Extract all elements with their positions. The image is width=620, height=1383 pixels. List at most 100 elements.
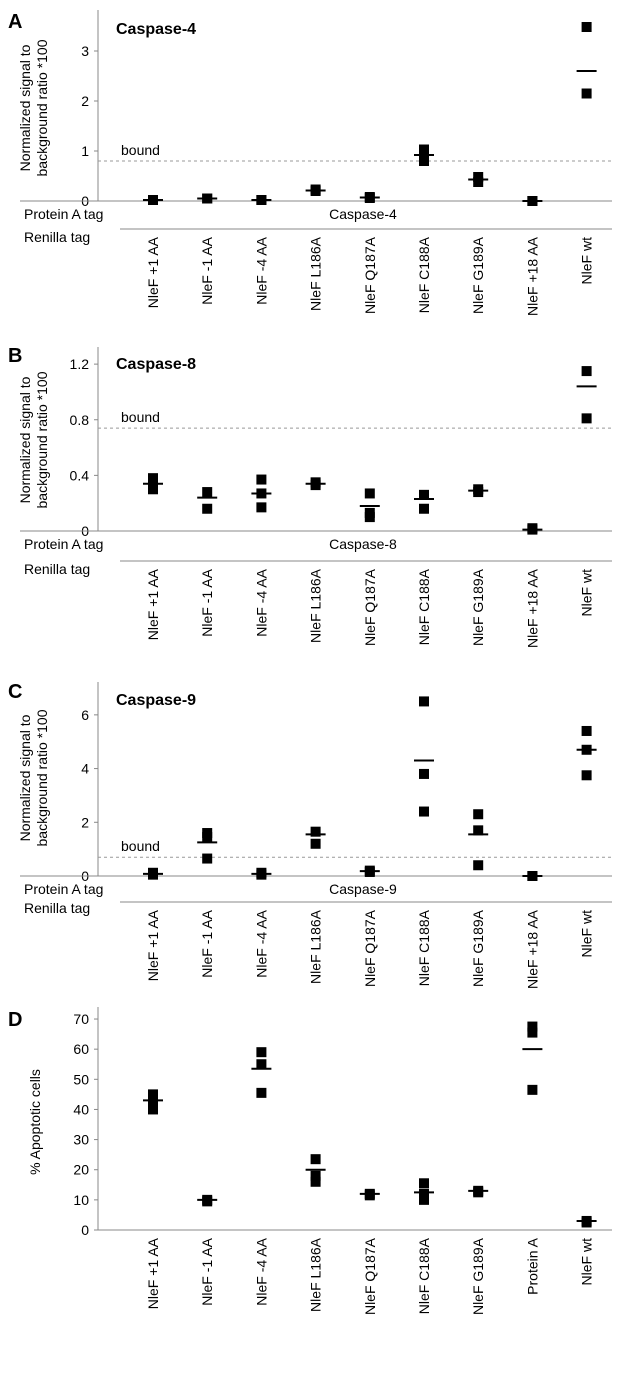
panel-letter: A (8, 11, 22, 33)
category-label: NleF C188A (416, 568, 432, 645)
category-label: NleF G189A (470, 909, 486, 987)
y-tick-label: 0.8 (70, 412, 90, 428)
category-label: NleF Q187A (362, 1237, 378, 1315)
panel-d: D 0 10 20 30 40 50 60 70 % Apoptotic cells NleF +1… (8, 1007, 612, 1315)
data-point (256, 1047, 267, 1058)
category-label: NleF -1 AA (199, 236, 215, 304)
category-label: NleF +18 AA (524, 236, 540, 316)
data-point (581, 22, 592, 32)
category-label: NleF wt (579, 910, 595, 958)
category-label: NleF C188A (416, 236, 432, 313)
y-axis-label-line: Normalized signal to (17, 376, 33, 503)
y-tick-label: 0 (81, 1222, 89, 1238)
data-point (419, 489, 429, 500)
data-point (419, 144, 429, 155)
protein-a-group-label: Caspase-8 (329, 536, 397, 552)
data-point (148, 1104, 158, 1115)
category-label: NleF L186A (308, 568, 324, 643)
y-tick-label: 1.2 (70, 356, 90, 372)
category-label: NleF G189A (470, 1237, 486, 1315)
data-point (473, 809, 484, 820)
category-label: NleF G189A (470, 236, 486, 314)
category-label: NleF -1 AA (199, 909, 215, 977)
y-axis-label: Normalized signal tobackground ratio *10… (17, 371, 50, 508)
protein-a-group-label: Caspase-4 (329, 206, 397, 222)
category-label: NleF Q187A (362, 909, 378, 987)
data-point (148, 480, 158, 491)
panel-letter: B (8, 345, 22, 367)
data-point (202, 487, 213, 498)
category-label: NleF +1 AA (145, 236, 161, 308)
data-point (148, 867, 158, 878)
y-axis-label-line: background ratio *100 (34, 371, 50, 508)
y-tick-label: 2 (81, 814, 89, 830)
category-label: NleF Q187A (362, 236, 378, 314)
category-label: NleF L186A (308, 909, 324, 984)
data-point (148, 1089, 158, 1100)
data-point (256, 474, 267, 485)
category-label: NleF -1 AA (199, 1237, 215, 1305)
renilla-tag-label: Renilla tag (24, 561, 90, 577)
y-tick-label: 3 (81, 43, 89, 59)
y-tick-label: 70 (73, 1011, 89, 1027)
data-point (527, 1084, 538, 1095)
category-label: NleF -4 AA (253, 1237, 269, 1305)
renilla-tag-label: Renilla tag (24, 900, 90, 916)
data-point (419, 1188, 429, 1199)
y-tick-label: 6 (81, 707, 89, 723)
data-point (419, 1178, 429, 1189)
data-point (419, 696, 429, 707)
y-axis-label-line: background ratio *100 (34, 709, 50, 846)
data-point (364, 507, 375, 518)
data-point (202, 828, 213, 839)
chart-title: Caspase-8 (116, 356, 196, 373)
data-point (473, 484, 484, 495)
data-point (581, 725, 592, 736)
category-label: NleF -4 AA (253, 568, 269, 636)
data-point (473, 172, 484, 182)
y-tick-label: 4 (81, 761, 89, 777)
data-point (310, 1170, 321, 1181)
data-point (419, 156, 429, 166)
y-axis-label: % Apoptotic cells (27, 1069, 43, 1175)
y-tick-label: 10 (73, 1192, 89, 1208)
data-point (256, 867, 267, 878)
bound-label: bound (121, 409, 160, 425)
data-point (256, 1087, 267, 1098)
y-axis-label-line: Normalized signal to (17, 714, 33, 841)
data-point (419, 1194, 429, 1205)
y-tick-label: 60 (73, 1041, 89, 1057)
y-axis-label: Normalized signal tobackground ratio *10… (17, 709, 50, 846)
category-label: NleF +1 AA (145, 909, 161, 981)
category-label: NleF C188A (416, 1237, 432, 1314)
data-point (310, 838, 321, 849)
category-label: NleF wt (579, 237, 595, 285)
category-label: NleF -4 AA (253, 909, 269, 977)
data-point (419, 503, 429, 514)
category-label: NleF L186A (308, 1237, 324, 1312)
category-label: Protein A (524, 1237, 540, 1294)
data-point (419, 806, 429, 817)
category-label: NleF +1 AA (145, 1237, 161, 1309)
data-point (581, 413, 592, 424)
protein-a-tag-label: Protein A tag (24, 206, 103, 222)
chart-title: Caspase-4 (116, 21, 196, 38)
chart-title: Caspase-9 (116, 692, 196, 709)
data-point (581, 88, 592, 99)
panel-letter: C (8, 681, 22, 703)
data-point (527, 1021, 538, 1032)
data-point (527, 1027, 538, 1038)
y-tick-label: 50 (73, 1071, 89, 1087)
category-label: NleF -4 AA (253, 236, 269, 304)
category-label: NleF Q187A (362, 568, 378, 646)
data-point (581, 366, 592, 377)
category-label: NleF +18 AA (524, 568, 540, 648)
data-point (256, 1059, 267, 1070)
data-point (202, 853, 213, 864)
panel-letter: D (8, 1009, 22, 1031)
y-tick-label: 0.4 (70, 467, 90, 483)
